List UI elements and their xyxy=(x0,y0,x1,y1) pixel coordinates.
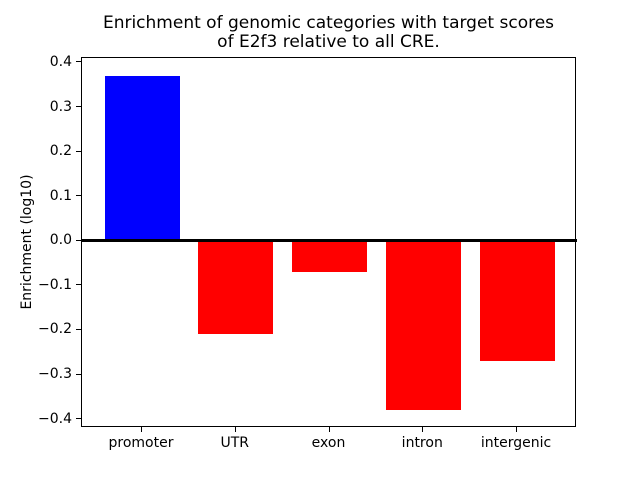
chart-title-line-2: of E2f3 relative to all CRE. xyxy=(217,32,440,52)
y-tick-label: 0.0 xyxy=(49,232,72,249)
y-tick-label: 0.1 xyxy=(49,187,72,204)
x-tick-label-promoter: promoter xyxy=(108,435,174,451)
y-tick-label: −0.1 xyxy=(38,276,72,293)
bar-intergenic xyxy=(479,240,555,362)
y-tick-label: 0.3 xyxy=(49,98,72,115)
x-tick-mark xyxy=(516,427,517,432)
bar-exon xyxy=(292,240,367,272)
y-tick-label: 0.2 xyxy=(49,143,72,160)
bar-promoter xyxy=(104,75,180,241)
y-tick-mark xyxy=(76,106,81,108)
x-tick-label-exon: exon xyxy=(311,435,346,451)
y-tick-label: −0.3 xyxy=(38,366,72,382)
x-tick-label-UTR: UTR xyxy=(220,435,250,451)
zero-line xyxy=(82,239,577,243)
chart-title-line-1: Enrichment of genomic categories with ta… xyxy=(102,13,555,33)
x-tick-mark xyxy=(422,427,424,432)
x-tick-mark xyxy=(328,427,330,432)
y-tick-mark xyxy=(76,61,81,63)
y-tick-mark xyxy=(76,373,81,375)
y-tick-mark xyxy=(76,239,81,241)
x-tick-mark xyxy=(234,427,236,432)
y-tick-mark xyxy=(76,284,81,286)
y-tick-label: −0.4 xyxy=(38,410,72,427)
y-tick-label: 0.4 xyxy=(49,53,72,70)
y-tick-mark xyxy=(76,150,81,152)
bar-intron xyxy=(385,240,461,411)
y-tick-mark xyxy=(76,195,81,197)
chart-title: Enrichment of genomic categories with ta… xyxy=(81,14,576,52)
y-tick-label: −0.2 xyxy=(38,321,72,338)
bar-UTR xyxy=(198,240,274,335)
x-tick-mark xyxy=(141,427,142,432)
y-tick-mark xyxy=(76,328,81,330)
x-tick-label-intron: intron xyxy=(401,435,443,451)
y-tick-mark xyxy=(76,418,81,420)
x-tick-label-intergenic: intergenic xyxy=(480,435,552,451)
plot-area xyxy=(81,57,577,427)
